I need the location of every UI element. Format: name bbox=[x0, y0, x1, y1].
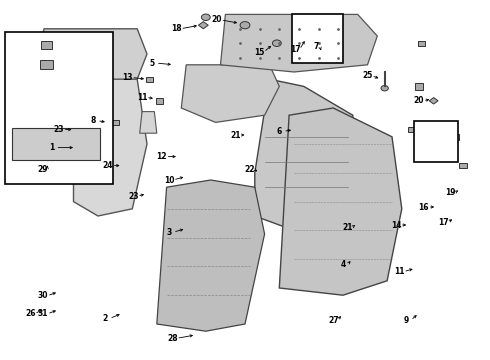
Bar bbox=[415, 83, 423, 90]
Bar bbox=[408, 127, 416, 132]
Bar bbox=[414, 121, 458, 162]
Bar bbox=[435, 145, 442, 150]
Text: 3: 3 bbox=[167, 228, 172, 237]
Text: 22: 22 bbox=[245, 165, 255, 174]
Text: 5: 5 bbox=[149, 59, 154, 68]
Text: 14: 14 bbox=[391, 220, 401, 230]
Text: 19: 19 bbox=[445, 188, 456, 197]
Polygon shape bbox=[157, 180, 265, 331]
Text: 23: 23 bbox=[128, 192, 139, 201]
Text: 2: 2 bbox=[103, 314, 108, 323]
Bar bbox=[460, 163, 466, 168]
Text: 25: 25 bbox=[362, 71, 373, 80]
Polygon shape bbox=[74, 65, 147, 216]
Bar bbox=[292, 14, 343, 63]
Circle shape bbox=[201, 14, 210, 21]
Text: 16: 16 bbox=[418, 202, 429, 212]
Polygon shape bbox=[198, 22, 208, 29]
Circle shape bbox=[240, 22, 250, 29]
Bar bbox=[417, 41, 425, 46]
Text: 4: 4 bbox=[341, 260, 345, 269]
Text: 11: 11 bbox=[137, 93, 147, 102]
Text: 21: 21 bbox=[230, 131, 241, 140]
Text: 13: 13 bbox=[122, 73, 133, 82]
Text: 18: 18 bbox=[171, 24, 182, 33]
Text: 1: 1 bbox=[49, 143, 54, 152]
Bar bbox=[305, 33, 313, 39]
Bar bbox=[318, 47, 328, 54]
Text: 23: 23 bbox=[53, 125, 64, 134]
Bar bbox=[41, 41, 52, 49]
Polygon shape bbox=[220, 14, 377, 72]
Text: 12: 12 bbox=[156, 152, 167, 161]
Text: 20: 20 bbox=[414, 96, 424, 105]
Text: 21: 21 bbox=[343, 223, 353, 232]
Text: 20: 20 bbox=[211, 15, 222, 24]
Text: 31: 31 bbox=[38, 310, 49, 319]
Polygon shape bbox=[429, 98, 438, 104]
Text: 8: 8 bbox=[91, 116, 96, 125]
Text: 9: 9 bbox=[404, 316, 409, 325]
Text: 17: 17 bbox=[438, 218, 449, 227]
Text: 6: 6 bbox=[277, 127, 282, 136]
Text: 11: 11 bbox=[394, 267, 405, 276]
Polygon shape bbox=[279, 108, 402, 295]
Polygon shape bbox=[140, 112, 157, 133]
Text: 29: 29 bbox=[38, 165, 49, 174]
Text: 28: 28 bbox=[167, 334, 178, 343]
Text: 17: 17 bbox=[290, 45, 301, 54]
Bar bbox=[5, 32, 113, 184]
Circle shape bbox=[381, 86, 388, 91]
Polygon shape bbox=[34, 29, 147, 79]
Circle shape bbox=[272, 40, 281, 46]
Text: 30: 30 bbox=[38, 292, 49, 300]
Text: 24: 24 bbox=[102, 161, 113, 170]
Text: 10: 10 bbox=[164, 176, 174, 185]
Bar bbox=[40, 60, 53, 69]
Polygon shape bbox=[255, 79, 358, 230]
Text: 27: 27 bbox=[328, 316, 339, 325]
Bar bbox=[156, 98, 163, 104]
Text: 7: 7 bbox=[314, 42, 318, 51]
Bar bbox=[146, 77, 153, 82]
Text: 26: 26 bbox=[25, 310, 36, 319]
Bar bbox=[111, 120, 119, 125]
Bar bbox=[452, 134, 460, 140]
Bar bbox=[12, 128, 100, 160]
Text: 15: 15 bbox=[254, 48, 265, 57]
Polygon shape bbox=[76, 43, 100, 65]
Polygon shape bbox=[181, 65, 279, 122]
